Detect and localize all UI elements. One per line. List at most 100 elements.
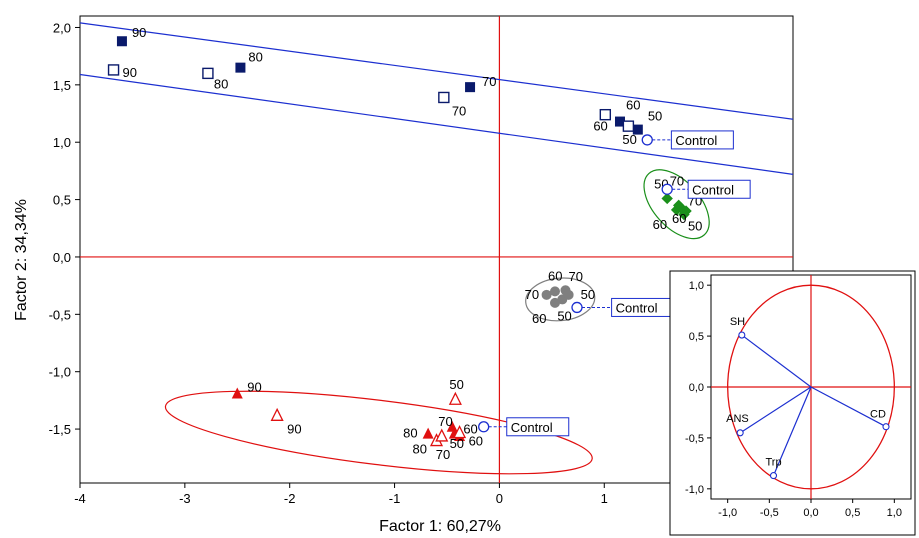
- control-label: Control: [616, 300, 658, 315]
- inset-x-tick-label: 1,0: [887, 507, 902, 519]
- y-tick-label: -0,5: [49, 307, 71, 322]
- point-label: 80: [248, 50, 262, 65]
- inset-y-tick-label: 0,5: [689, 331, 704, 343]
- y-tick-label: -1,0: [49, 365, 71, 380]
- data-point-square-filled: [116, 36, 127, 47]
- confidence-ellipse-red: [164, 390, 593, 475]
- control-label: Control: [511, 420, 553, 435]
- data-point-diamond: [673, 199, 685, 212]
- data-point-triangle-open: [435, 428, 449, 442]
- x-tick-label: 0: [496, 491, 503, 506]
- point-label: 80: [413, 442, 427, 457]
- point-label: 70: [436, 447, 450, 462]
- point-label: 50: [581, 287, 595, 302]
- y-tick-label: 0,0: [53, 250, 71, 265]
- data-point-diamond: [661, 192, 673, 205]
- data-point-square-open: [622, 120, 635, 132]
- point-label: 80: [214, 76, 228, 91]
- point-label: 50: [622, 132, 636, 147]
- point-label: 60: [532, 311, 546, 326]
- data-point-square-open: [599, 108, 612, 121]
- x-tick-label: 1: [601, 491, 608, 506]
- point-label: 60: [672, 211, 686, 226]
- inset-x-tick-label: 0,0: [803, 507, 818, 519]
- variable-label: Trp: [766, 457, 782, 469]
- point-label: 60: [469, 434, 483, 449]
- point-label: 60: [653, 217, 667, 232]
- loading-point: [736, 429, 744, 437]
- data-point-square-open: [202, 67, 214, 80]
- point-label: 70: [482, 74, 496, 89]
- point-label: 80: [403, 426, 417, 441]
- data-point-triangle-filled: [422, 427, 434, 439]
- data-point-circle: [541, 289, 552, 300]
- inset-x-tick-label: -1,0: [718, 507, 737, 519]
- y-tick-label: -1,5: [49, 422, 71, 437]
- y-tick-label: 1,0: [53, 135, 71, 150]
- point-label: 50: [648, 109, 662, 124]
- point-label: 50: [688, 219, 702, 234]
- loading-vector: [772, 386, 812, 476]
- control-point: [478, 421, 490, 433]
- inset-y-tick-label: 1,0: [689, 280, 704, 292]
- x-tick-label: -1: [389, 491, 401, 506]
- variable-label: ANS: [726, 413, 749, 425]
- x-tick-label: -3: [179, 491, 191, 506]
- data-point-circle: [549, 286, 560, 297]
- control-point: [641, 134, 653, 146]
- control-label-box: [687, 179, 751, 199]
- inset-x-tick-label: 0,5: [845, 507, 860, 519]
- unit-circle: [727, 284, 895, 490]
- data-point-square-filled: [465, 82, 476, 93]
- confidence-band-upper: [79, 22, 794, 120]
- loading-point: [738, 331, 746, 339]
- point-label: 70: [568, 269, 582, 284]
- point-label: 90: [287, 421, 301, 436]
- inset-y-tick-label: 0,0: [689, 382, 704, 394]
- control-point: [661, 183, 673, 195]
- variable-label: CD: [870, 409, 886, 421]
- inset-y-tick-label: -0,5: [685, 433, 704, 445]
- data-point-square-filled: [614, 116, 625, 127]
- confidence-band-lower: [79, 73, 794, 175]
- point-label: 90: [123, 65, 137, 80]
- loading-vector: [741, 334, 812, 388]
- y-tick-label: 0,5: [53, 193, 71, 208]
- variable-label: SH: [730, 316, 745, 328]
- confidence-ellipse-gray: [525, 277, 596, 322]
- data-point-triangle-open: [453, 425, 467, 439]
- point-label: 90: [247, 380, 261, 395]
- main-plot: -4-3-2-10122,01,51,00,50,0-0,5-1,0-1,590…: [49, 15, 794, 506]
- loadings-inset-plot: -1,0 -0,5 0,0 0,5 1,0 1,0 0,5 0,0 -0,5 -1,0 SH ANS T…: [669, 270, 916, 536]
- inset-y-tick-label: -1,0: [685, 484, 704, 496]
- x-tick-label: -4: [74, 491, 86, 506]
- point-label: 70: [452, 103, 466, 118]
- control-label-box: [670, 130, 734, 150]
- loading-vector: [810, 386, 887, 428]
- loading-vector: [739, 386, 812, 434]
- data-point-square-filled: [632, 124, 643, 135]
- x-tick-label: -2: [284, 491, 296, 506]
- data-point-square-open: [438, 91, 450, 104]
- loading-point: [882, 423, 890, 431]
- point-label: 60: [548, 268, 562, 283]
- point-label: 70: [525, 287, 539, 302]
- control-label: Control: [692, 182, 734, 197]
- point-label: 50: [449, 377, 463, 392]
- data-point-triangle-open: [270, 407, 284, 421]
- point-label: 60: [593, 119, 607, 134]
- data-point-square-filled: [235, 62, 246, 73]
- control-label: Control: [675, 133, 717, 148]
- point-label: 60: [463, 422, 477, 437]
- data-point-triangle-open: [448, 391, 462, 405]
- data-point-diamond: [678, 208, 690, 221]
- loading-point: [769, 472, 778, 480]
- data-point-triangle-filled: [231, 387, 243, 399]
- point-label: 50: [557, 308, 571, 323]
- inset-x-tick-label: -0,5: [760, 507, 779, 519]
- data-point-circle: [563, 289, 574, 300]
- control-point: [571, 301, 583, 314]
- y-tick-label: 2,0: [53, 20, 71, 35]
- point-label: 70: [670, 173, 684, 188]
